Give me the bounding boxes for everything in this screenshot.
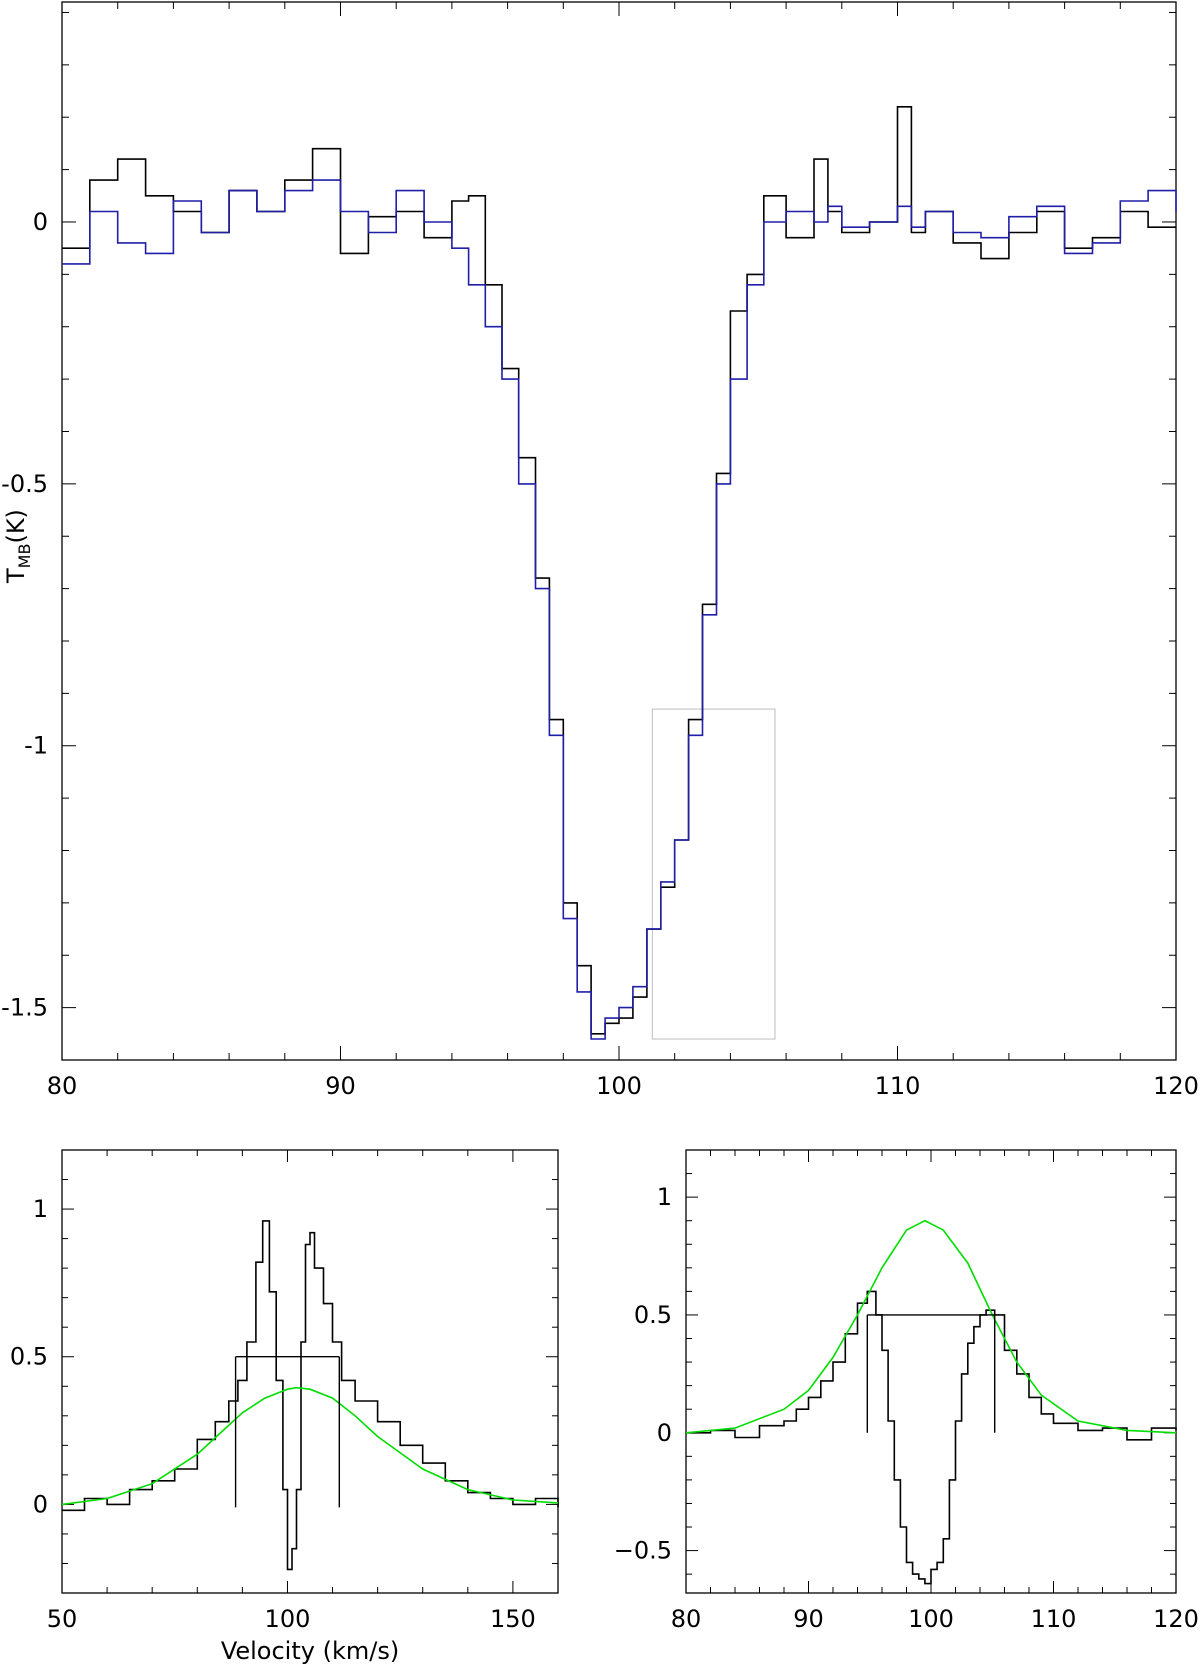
x-tick-label: 90 (325, 1072, 356, 1100)
spectrum-series-1 (62, 179, 1177, 1040)
spectrum-series-1 (61, 1386, 559, 1506)
y-tick-label: 0 (657, 1419, 672, 1447)
y-tick-label: -1 (24, 732, 48, 760)
x-tick-label: 150 (490, 1605, 536, 1633)
plot-frame (61, 1, 1177, 1061)
x-tick-label: 80 (47, 1072, 78, 1100)
x-tick-label: 90 (793, 1605, 824, 1633)
y-axis-title-subscript: MB (15, 544, 34, 569)
spectrum-series-0 (62, 1220, 559, 1571)
selection-rectangle (651, 708, 776, 1040)
x-tick-label: 50 (47, 1605, 78, 1633)
x-tick-label: 100 (596, 1072, 642, 1100)
y-tick-label: 0.5 (634, 1301, 672, 1329)
plot-frame (685, 1149, 1177, 1594)
y-axis-title: TMB(K) (2, 509, 34, 584)
x-tick-label: 80 (671, 1605, 702, 1633)
spectrum-series-0 (686, 1290, 1177, 1585)
spectrum-series-1 (685, 1219, 1177, 1434)
spectrum-series-0 (62, 106, 1176, 1035)
y-tick-label: 0.5 (10, 1343, 48, 1371)
y-tick-label: -1.5 (1, 994, 48, 1022)
x-tick-label: 120 (1153, 1072, 1199, 1100)
x-tick-label: 110 (1031, 1605, 1077, 1633)
x-tick-label: 100 (908, 1605, 954, 1633)
bottom-right-spectrum-panel: 80 90 100 110 120 −0.5 0 0.5 1 (614, 1149, 1199, 1633)
y-axis-title-unit: (K) (2, 509, 30, 543)
y-axis-title-main: T (2, 568, 30, 584)
y-tick-label: −0.5 (614, 1537, 672, 1565)
x-axis-title: Velocity (km/s) (221, 1637, 399, 1665)
x-tick-label: 120 (1153, 1605, 1199, 1633)
y-tick-label: 1 (33, 1195, 48, 1223)
y-tick-label: 0 (33, 208, 48, 236)
y-tick-label: 1 (657, 1183, 672, 1211)
bottom-left-spectrum-panel: 50 100 150 0 0.5 1 Velocity (km/s) (10, 1149, 559, 1665)
x-tick-label: 110 (875, 1072, 921, 1100)
plot-frame (61, 1149, 559, 1594)
x-tick-label: 100 (265, 1605, 311, 1633)
y-tick-label: -0.5 (1, 470, 48, 498)
y-tick-label: 0 (33, 1490, 48, 1518)
main-spectrum-panel: 80 90 100 110 120 0 -0.5 -1 -1.5 TMB(K) (1, 1, 1199, 1100)
